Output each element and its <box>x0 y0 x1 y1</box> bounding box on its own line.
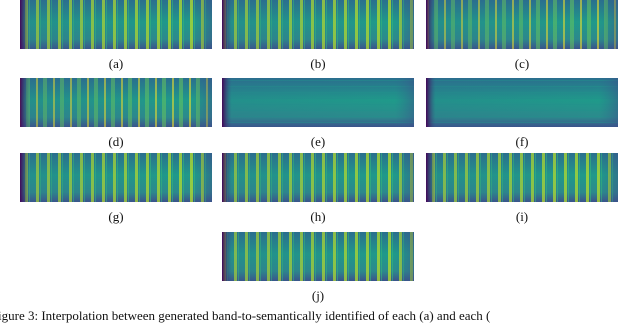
subfigure-label: (d) <box>108 134 123 149</box>
spectrogram-edge <box>222 78 414 127</box>
spectrogram-edge <box>426 78 618 127</box>
subfigure-label: (e) <box>311 134 325 149</box>
spectrogram-edge <box>20 0 212 49</box>
subfigure-label: (j) <box>312 288 324 303</box>
spectrogram-edge <box>222 232 414 281</box>
subfigure-label: (a) <box>109 56 123 71</box>
spectrogram-edge <box>426 0 618 49</box>
subfigure-label: (b) <box>310 56 325 71</box>
spectrogram-edge <box>222 153 414 202</box>
spectrogram-edge <box>222 0 414 49</box>
spectrogram-edge <box>426 153 618 202</box>
subfigure-label: (i) <box>516 209 528 224</box>
spectrogram-edge <box>20 78 212 127</box>
figure-caption: igure 3: Interpolation between generated… <box>0 308 490 323</box>
subfigure-label: (g) <box>108 209 123 224</box>
subfigure-label: (h) <box>310 209 325 224</box>
subfigure-label: (c) <box>515 56 529 71</box>
subfigure-label: (f) <box>516 134 529 149</box>
spectrogram-edge <box>20 153 212 202</box>
